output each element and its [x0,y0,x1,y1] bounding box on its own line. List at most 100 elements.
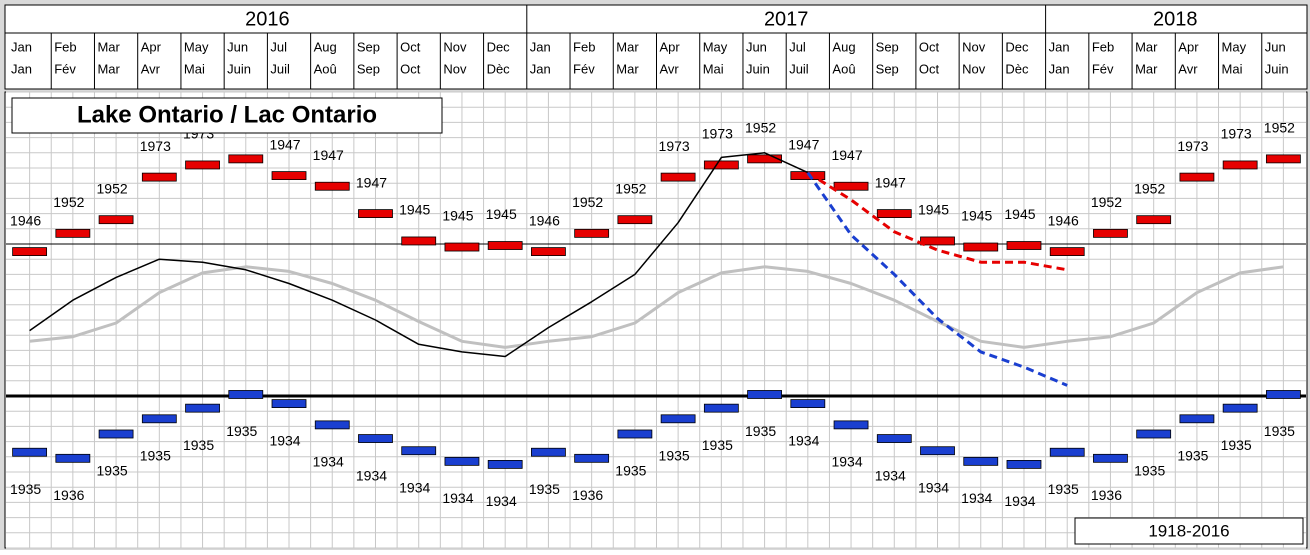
record-high-bar [12,247,48,257]
month-label-fr: Jan [530,61,551,76]
month-label-fr: Oct [919,61,940,76]
month-label-fr: Fév [1092,61,1114,76]
record-low-bar [55,453,91,463]
record-year-label: 1935 [1221,437,1252,453]
record-low-bar [1265,390,1301,399]
record-year-label: 1935 [226,423,257,439]
record-high-bar [358,209,393,219]
month-label: Apr [141,39,162,54]
record-high-bar [1222,160,1258,170]
month-label: Dec [487,39,511,54]
month-label-fr: Juin [227,61,251,76]
level-line [807,171,1068,272]
record-year-label: 1934 [399,479,430,495]
record-high-bar [314,181,350,191]
record-year-label: 1973 [702,126,733,142]
period-box [1074,517,1304,545]
month-label: Feb [54,39,76,54]
record-year-label: 1945 [1004,206,1035,222]
record-year-label: 1973 [1177,138,1208,154]
month-label: Feb [573,39,595,54]
record-year-label: 1935 [1264,423,1295,439]
month-label-fr: Nov [962,61,986,76]
record-year-label: 1935 [1048,481,1079,497]
record-year-label: 1936 [572,487,603,503]
month-label-fr: Oct [400,61,421,76]
record-high-bar [660,172,696,182]
record-low-bar [487,459,523,469]
month-label-fr: Mar [616,61,639,76]
year-label: 2016 [245,8,290,30]
month-label-fr: Jan [11,61,32,76]
record-high-bar [1136,215,1172,225]
month-label: Mar [97,39,120,54]
month-label: Jan [530,39,551,54]
record-year-label: 1935 [1177,448,1208,464]
month-label: Jul [270,39,287,54]
record-year-label: 1934 [788,432,819,448]
month-label-fr: Fév [573,61,595,76]
record-high-bar [833,181,869,191]
record-year-label: 1935 [529,481,560,497]
record-year-label: 1945 [961,208,992,224]
record-year-label: 1934 [269,432,300,448]
record-year-label: 1934 [356,467,387,483]
record-high-bar [228,154,264,164]
chart-title: Lake Ontario / Lac Ontario [77,101,377,128]
record-low-bar [358,434,393,443]
month-label: Nov [443,39,467,54]
month-label-fr: Aoû [832,61,855,76]
record-year-label: 1952 [53,194,84,210]
record-low-bar [1222,403,1258,413]
record-low-bar [920,446,955,456]
month-label-fr: Fév [54,61,76,76]
month-label: Jul [789,39,806,54]
month-label: Dec [1005,39,1029,54]
record-low-bar [12,447,48,457]
month-label: Jun [227,39,248,54]
record-year-label: 1952 [97,180,128,196]
record-year-label: 1935 [97,463,128,479]
month-label: May [703,39,728,54]
title-box [11,97,443,134]
record-high-bar [790,171,826,181]
record-year-label: 1952 [1091,194,1122,210]
month-label: Aug [832,39,855,54]
month-label: Jun [746,39,767,54]
month-label: Apr [1178,39,1199,54]
month-label-fr: Mai [1222,61,1243,76]
month-label: Mar [1135,39,1158,54]
year-label: 2017 [764,8,809,30]
record-year-label: 1947 [831,147,862,163]
record-low-bar [1093,453,1128,463]
record-high-bar [747,154,782,164]
record-high-bar [401,236,437,246]
record-year-label: 1946 [10,212,41,228]
month-label-fr: Sep [357,61,380,76]
record-year-label: 1945 [486,206,517,222]
record-year-label: 1945 [918,202,949,218]
month-label: Jun [1265,39,1286,54]
record-low-bar [703,403,739,413]
month-label-fr: Jan [1049,61,1070,76]
record-year-label: 1934 [1004,493,1035,509]
record-year-label: 1934 [486,493,517,509]
record-year-label: 1952 [1264,120,1295,136]
record-high-bar [185,160,220,170]
record-low-bar [833,420,869,430]
record-high-bar [1265,154,1301,164]
record-low-bar [444,456,480,466]
record-year-label: 1945 [442,208,473,224]
record-year-label: 1947 [269,136,300,152]
record-year-label: 1946 [529,212,560,228]
record-low-bar [98,429,134,439]
record-year-label: 1952 [572,194,603,210]
record-low-bar [660,414,696,424]
month-label-fr: Nov [443,61,467,76]
month-label: Mar [616,39,639,54]
record-year-label: 1952 [1134,180,1165,196]
record-low-bar [876,434,912,443]
record-high-bar [876,209,912,219]
record-year-label: 1952 [745,120,776,136]
record-high-bar [703,160,739,170]
